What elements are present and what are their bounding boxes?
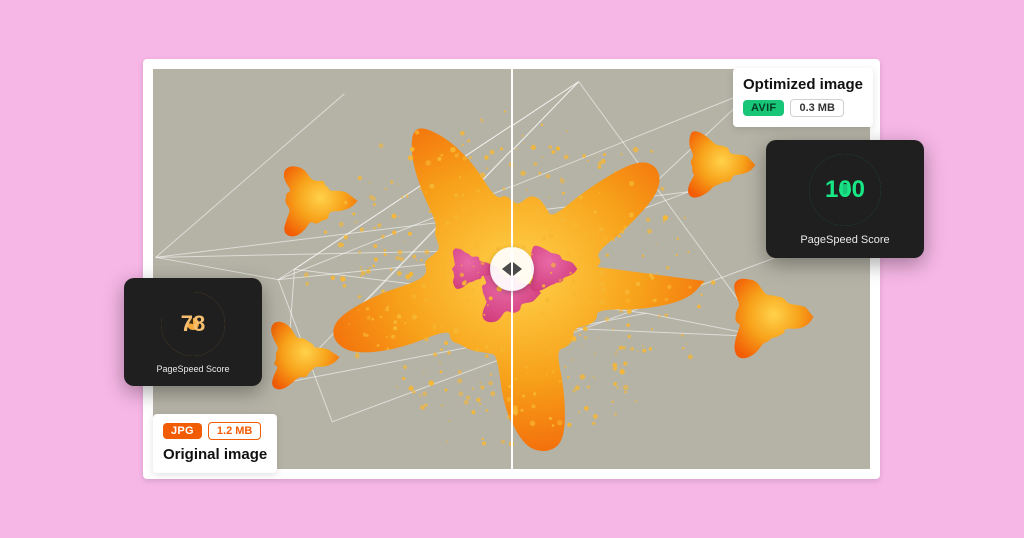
optimized-score-card: 100 PageSpeed Score	[766, 140, 924, 258]
optimized-format-badge: AVIF	[743, 100, 784, 116]
original-title: Original image	[163, 446, 267, 463]
chevron-right-icon	[513, 262, 522, 276]
original-pane	[153, 69, 511, 469]
optimized-pane	[513, 69, 871, 469]
original-art	[153, 69, 511, 469]
original-score-card: 78 PageSpeed Score	[124, 278, 262, 386]
optimized-score-ring: 100	[809, 154, 881, 226]
optimized-score-label: PageSpeed Score	[800, 234, 889, 246]
original-score-ring: 78	[161, 292, 225, 356]
compare-slider-handle[interactable]	[490, 247, 534, 291]
original-format-badge: JPG	[163, 423, 202, 439]
original-info-strip: JPG 1.2 MB Original image	[153, 414, 277, 473]
chevron-left-icon	[502, 262, 511, 276]
optimized-title: Optimized image	[743, 76, 863, 93]
original-score-value: 78	[181, 311, 205, 337]
optimized-size-badge: 0.3 MB	[790, 99, 843, 117]
original-score-label: PageSpeed Score	[156, 364, 229, 374]
optimized-score-value: 100	[825, 176, 865, 204]
original-size-badge: 1.2 MB	[208, 422, 261, 440]
optimized-info-strip: Optimized image AVIF 0.3 MB	[733, 68, 873, 127]
stage: Optimized image AVIF 0.3 MB 100 PageSpee…	[0, 0, 1024, 538]
optimized-art	[513, 69, 871, 469]
